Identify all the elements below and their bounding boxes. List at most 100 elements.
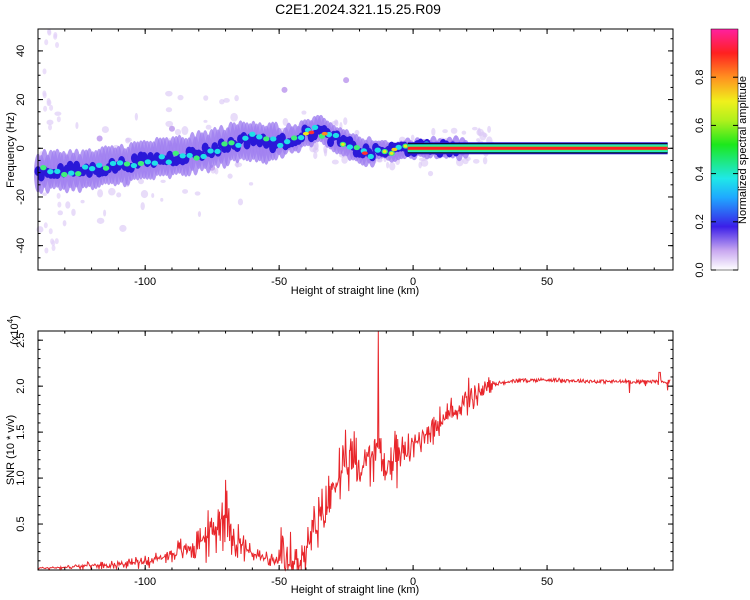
snr-ytick-label: 2.5 (15, 333, 27, 348)
spectrogram-haze-blob (116, 192, 122, 198)
spectrogram-haze-blob (97, 189, 104, 198)
spectrogram-peak-blob (95, 162, 103, 168)
snr-panel: -100 -50 0 50 0.5 1.0 1.5 2.0 2.5 Height of stra… (5, 315, 674, 596)
spectrogram-haze-blob (343, 77, 350, 84)
spectrogram-haze-blob (43, 222, 48, 229)
spectrogram-peak-blob (200, 153, 207, 160)
spectrogram-haze-blob (205, 124, 212, 130)
spectrogram-ticks: -100 -50 0 50 -40 -20 0 20 40 (15, 29, 673, 288)
colorbar-tick-label: 0.2 (694, 214, 706, 229)
spectrogram-xtick-label: -100 (134, 276, 156, 288)
spectrogram-hot-spot (302, 131, 309, 136)
spectrogram-haze-blob (57, 210, 63, 216)
spectrogram-heatmap (34, 28, 668, 254)
spectrogram-peak-blob (277, 142, 284, 149)
spectrogram-steady-core (407, 146, 668, 150)
spectrogram-hot-spot (361, 151, 368, 155)
spectrogram-peak-blob (207, 148, 214, 154)
spectrogram-haze-blob (119, 224, 127, 232)
spectrogram-peak-blob (311, 124, 319, 131)
svg-text:(x104): (x104) (6, 315, 21, 345)
spectrogram-peak-blob (40, 165, 47, 171)
spectrogram-haze-blob (182, 189, 189, 194)
colorbar-label: Normalized spectral amplitude (737, 76, 749, 224)
spectrogram-haze-blob (165, 90, 173, 97)
spectrogram-haze-blob (334, 119, 338, 125)
spectrogram-peak-blob (389, 151, 394, 155)
snr-ytick-label: 0.5 (15, 516, 27, 531)
spectrogram-peak-blob (123, 161, 131, 167)
spectrogram-peak-blob (165, 159, 172, 165)
spectrogram-haze-blob (108, 187, 116, 196)
spectrogram-peak-blob (186, 152, 193, 159)
spectrogram-peak-blob (395, 144, 402, 150)
snr-ticks: -100 -50 0 50 0.5 1.0 1.5 2.0 2.5 (15, 331, 673, 588)
spectrogram-haze-blob (476, 138, 481, 142)
spectrogram-peak-blob (263, 136, 270, 142)
spectrogram-peak-blob (179, 153, 186, 159)
spectrogram-haze-blob (160, 179, 166, 183)
spectrogram-peak-blob (172, 150, 179, 156)
spectrogram-peak-blob (74, 170, 82, 177)
colorbar-tick-label: 0.8 (694, 70, 706, 85)
spectrogram-haze-blob (197, 211, 202, 217)
snr-ytick-label: 1.0 (15, 470, 27, 485)
snr-xtick-label: 50 (541, 576, 553, 588)
spectrogram-haze-blob (482, 156, 488, 165)
spectrogram-peak-blob (144, 159, 152, 165)
spectrogram-haze-blob (49, 104, 54, 111)
spectrogram-haze-blob (75, 122, 79, 129)
spectrogram-haze-blob (46, 119, 54, 126)
spectrogram-haze-blob (96, 135, 103, 142)
spectrogram-haze-blob (341, 155, 348, 164)
colorbar: 0.0 0.2 0.4 0.6 0.8 Normalized spectral ampl… (694, 28, 749, 278)
spectrogram-peak-blob (249, 131, 256, 137)
spectrogram-haze-blob (237, 198, 244, 206)
spectrogram-haze-blob (125, 137, 132, 142)
spectrogram-haze-blob (194, 191, 201, 196)
spectrogram-haze-blob (431, 127, 436, 136)
snr-xtick-label: -50 (271, 576, 287, 588)
spectrogram-peak-blob (116, 160, 124, 166)
spectrogram-peak-blob (374, 147, 381, 153)
spectrogram-haze-blob (65, 201, 71, 209)
spectrogram-haze-blob (101, 126, 109, 133)
spectrogram-haze-blob (389, 162, 396, 171)
spectrogram-haze-blob (140, 190, 149, 199)
spectrogram-haze-blob (42, 90, 47, 97)
spectrogram-haze-blob (168, 125, 175, 132)
colorbar-tick-label: 0.0 (694, 262, 706, 277)
spectrogram-peak-blob (283, 139, 291, 145)
spectrogram-haze-blob (248, 182, 254, 186)
spectrogram-haze-blob (54, 238, 59, 245)
spectrogram-haze-blob (48, 124, 53, 131)
spectrogram-haze-blob (234, 95, 239, 102)
spectrogram-ytick-label: -40 (15, 238, 27, 254)
spectrogram-haze-blob (51, 244, 56, 251)
spectrogram-haze-blob (227, 173, 233, 179)
spectrogram-haze-blob (410, 134, 415, 141)
spectrogram-peak-blob (353, 144, 361, 151)
colorbar-tick-label: 0.6 (694, 118, 706, 133)
spectrogram-haze-blob (160, 197, 164, 202)
spectrogram-peak-blob (270, 136, 277, 142)
spectrogram-haze-blob (151, 193, 155, 198)
spectrogram-haze-blob (461, 130, 467, 135)
spectrogram-band-core (278, 132, 286, 143)
spectrogram-haze-blob (57, 201, 62, 208)
spectrogram-hot-spot (308, 130, 315, 135)
spectrogram-peak-blob (297, 134, 305, 141)
spectrogram-haze-blob (56, 116, 61, 123)
spectrogram-haze-blob (203, 95, 209, 101)
spectrogram-peak-blob (61, 171, 68, 178)
spectrogram-haze-blob (42, 192, 47, 197)
spectrogram-haze-blob (462, 157, 469, 165)
spectrogram-peak-blob (341, 142, 345, 146)
spectrogram-haze-blob (43, 105, 48, 112)
snr-ytick-label: 2.0 (15, 379, 27, 394)
snr-xtick-label: -100 (134, 576, 156, 588)
spectrogram-haze-blob (487, 125, 492, 133)
spectrogram-haze-blob (165, 107, 173, 113)
spectrogram-hot-spot (391, 147, 398, 152)
snr-yscale-base: (x10 (9, 323, 21, 344)
